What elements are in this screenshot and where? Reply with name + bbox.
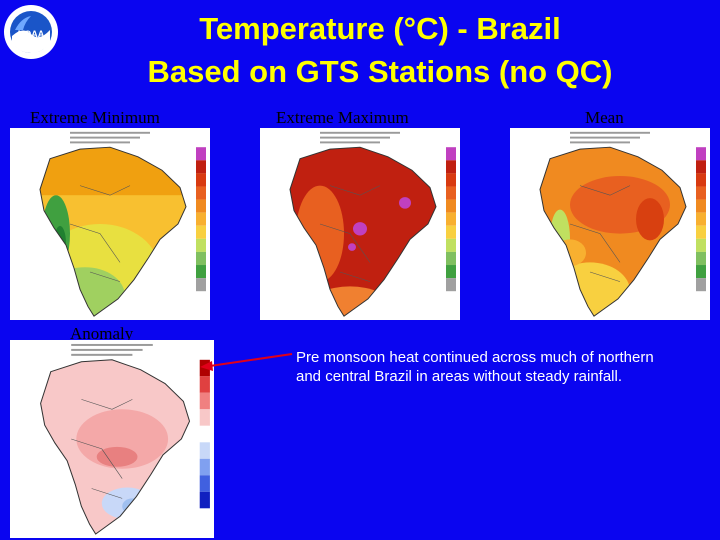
label-anomaly: Anomaly xyxy=(70,324,134,343)
anomaly-map xyxy=(10,340,214,538)
label-mean: Mean xyxy=(585,108,624,127)
label-extreme-maximum: Extreme Maximum xyxy=(276,108,409,127)
extreme-minimum-map xyxy=(10,128,210,320)
label-extreme-minimum: Extreme Minimum xyxy=(30,108,160,127)
slide-subtitle: Based on GTS Stations (no QC) xyxy=(147,54,613,89)
logo-text: NOAA xyxy=(18,29,45,39)
mean-map-graphic xyxy=(539,131,706,317)
anomaly-map-graphic xyxy=(40,343,210,535)
noaa-logo: NOAA xyxy=(3,4,59,60)
slide-caption: Pre monsoon heat continued across much o… xyxy=(296,349,654,385)
pointer-arrow xyxy=(200,353,293,371)
extreme-maximum-map xyxy=(260,128,460,320)
slide-title: Temperature (°C) - Brazil xyxy=(199,11,561,46)
maximum-map-graphic xyxy=(289,131,456,317)
mean-map xyxy=(510,128,710,320)
minimum-map-graphic xyxy=(39,131,206,317)
